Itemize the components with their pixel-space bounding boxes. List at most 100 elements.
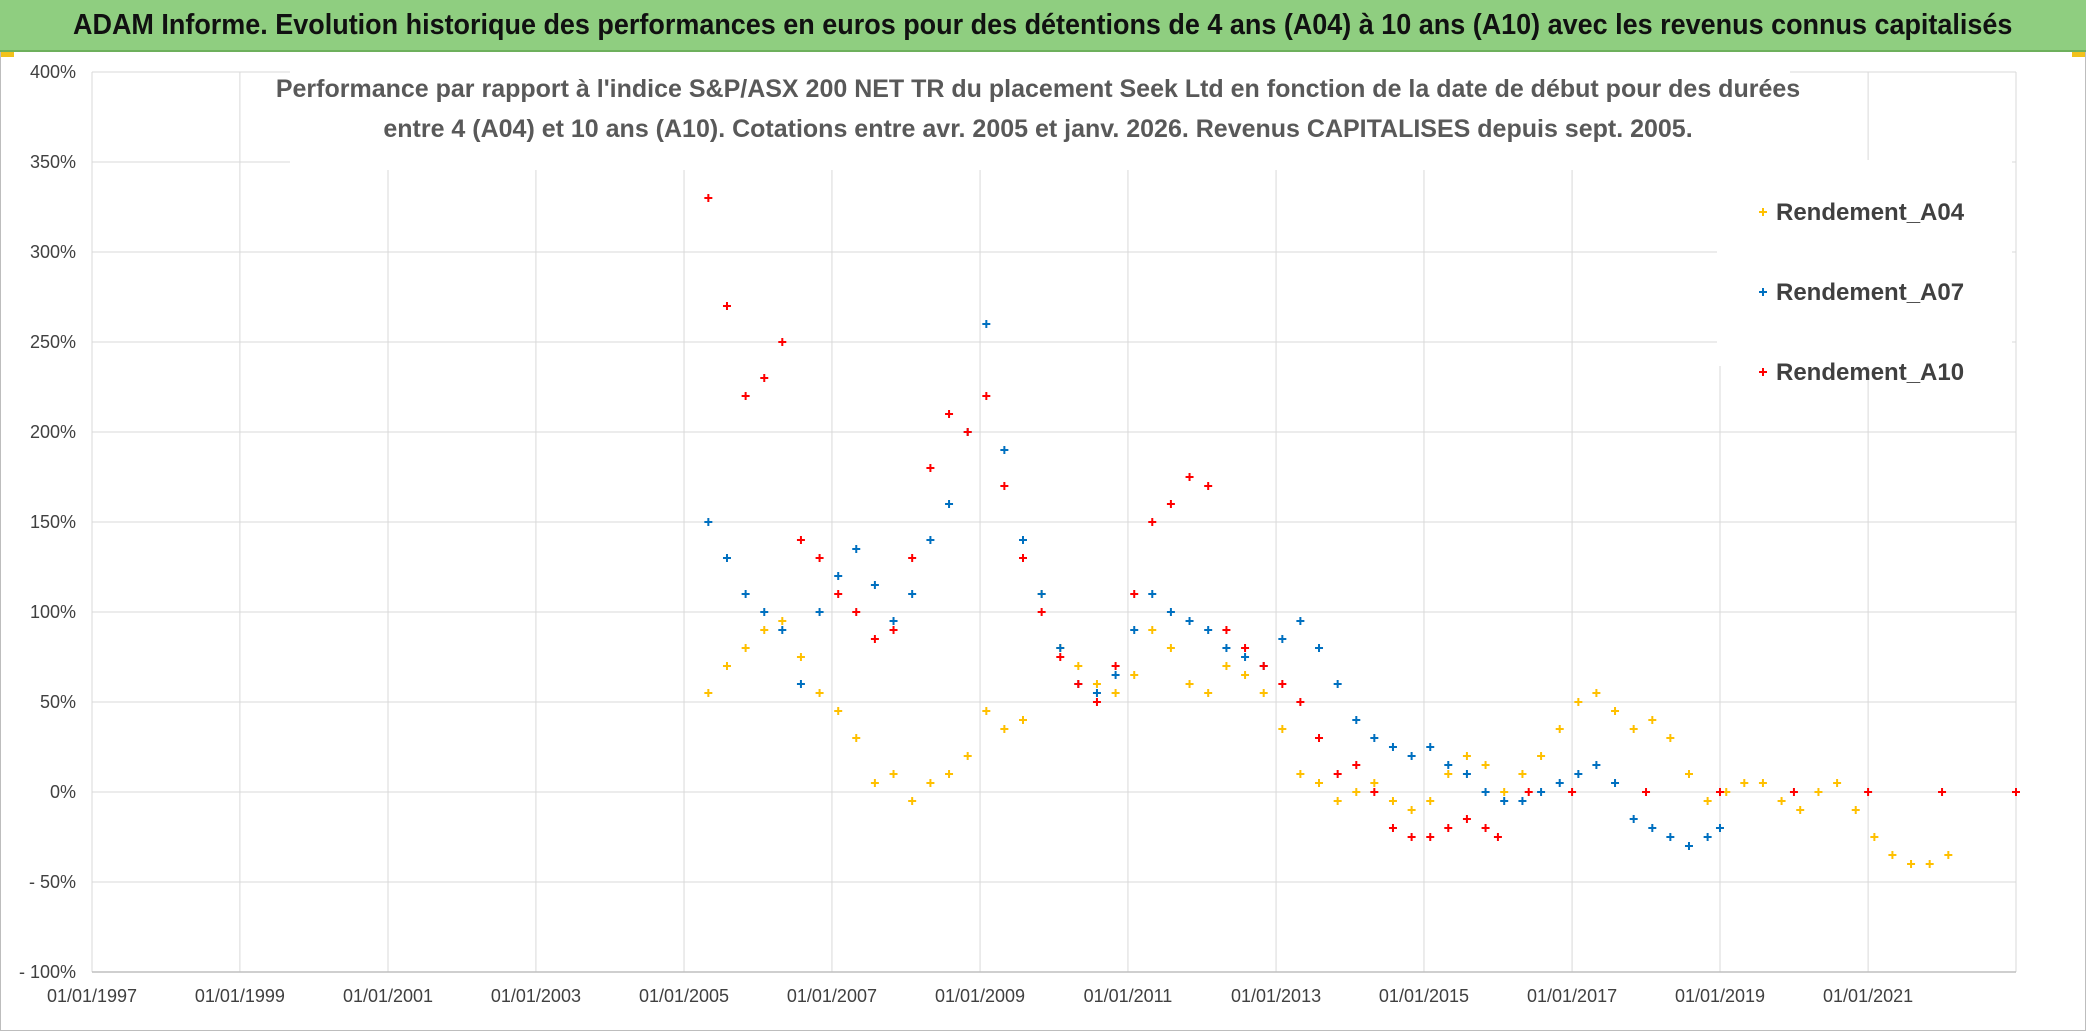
report-banner: ADAM Informe. Evolution historique des p…	[0, 0, 2086, 52]
data-point	[704, 689, 713, 697]
data-point	[1278, 680, 1287, 688]
data-point	[945, 500, 954, 508]
data-point	[1481, 824, 1490, 832]
data-point	[722, 662, 731, 670]
data-point	[1666, 734, 1675, 742]
data-point	[870, 635, 879, 643]
data-point	[1407, 833, 1416, 841]
data-point	[1037, 590, 1046, 598]
data-point	[1166, 500, 1175, 508]
data-point	[1241, 644, 1250, 652]
data-point	[1537, 788, 1546, 796]
data-point	[815, 689, 824, 697]
data-point	[1740, 779, 1749, 787]
data-point	[815, 608, 824, 616]
data-point	[1870, 833, 1879, 841]
x-tick-label: 01/01/2005	[639, 986, 729, 1006]
data-point	[1493, 833, 1502, 841]
data-point	[1352, 761, 1361, 769]
data-point	[1629, 725, 1638, 733]
data-point	[1592, 761, 1601, 769]
data-point	[1278, 635, 1287, 643]
legend-marker	[1759, 288, 1767, 296]
legend-label: Rendement_A10	[1776, 359, 1964, 386]
data-point	[1370, 734, 1379, 742]
data-point	[1278, 725, 1287, 733]
data-point	[1481, 788, 1490, 796]
data-point	[1148, 518, 1157, 526]
data-point	[1315, 734, 1324, 742]
data-point	[870, 581, 879, 589]
data-point	[1222, 644, 1231, 652]
data-point	[1426, 833, 1435, 841]
y-tick-label: 100%	[30, 602, 76, 622]
corner-accent-left	[0, 52, 14, 57]
data-point	[1462, 815, 1471, 823]
data-point	[1185, 680, 1194, 688]
y-tick-label: 250%	[30, 332, 76, 352]
chart-title-line-2: entre 4 (A04) et 10 ans (A10). Cotations…	[383, 115, 1692, 143]
data-point	[1388, 797, 1397, 805]
x-tick-label: 01/01/2013	[1231, 986, 1321, 1006]
data-point	[704, 194, 713, 202]
data-point	[1426, 743, 1435, 751]
legend-marker	[1759, 368, 1767, 376]
data-point	[852, 545, 861, 553]
data-point	[1666, 833, 1675, 841]
data-point	[1111, 662, 1120, 670]
data-point	[1111, 689, 1120, 697]
data-point	[778, 626, 787, 634]
data-point	[1925, 860, 1934, 868]
data-point	[1938, 788, 1947, 796]
data-point	[1315, 779, 1324, 787]
data-point	[722, 554, 731, 562]
data-point	[1204, 626, 1213, 634]
data-point	[1555, 725, 1564, 733]
data-point	[1333, 770, 1342, 778]
y-tick-label: - 50%	[29, 872, 76, 892]
data-point	[1611, 707, 1620, 715]
data-point	[1888, 851, 1897, 859]
data-point	[1019, 716, 1027, 724]
data-point	[1092, 698, 1101, 706]
data-point	[1426, 797, 1435, 805]
data-point	[1148, 590, 1157, 598]
data-point	[796, 680, 805, 688]
data-point	[1611, 779, 1620, 787]
data-point	[741, 644, 750, 652]
data-point	[1166, 608, 1175, 616]
data-point	[796, 653, 805, 661]
data-point	[1352, 788, 1361, 796]
data-point	[1500, 788, 1509, 796]
data-point	[1204, 689, 1213, 697]
data-point	[1241, 653, 1250, 661]
data-point	[1092, 689, 1101, 697]
data-point	[1111, 671, 1120, 679]
data-point	[760, 626, 769, 634]
data-point	[1684, 770, 1693, 778]
data-point	[1296, 698, 1305, 706]
x-tick-label: 01/01/2021	[1823, 986, 1913, 1006]
legend-box	[1717, 160, 2012, 366]
data-point	[1444, 770, 1453, 778]
data-point	[1703, 833, 1712, 841]
data-point	[1222, 662, 1231, 670]
data-point	[889, 617, 898, 625]
x-tick-label: 01/01/2017	[1527, 986, 1617, 1006]
data-point	[1056, 644, 1065, 652]
data-point	[1944, 851, 1953, 859]
data-point	[889, 770, 898, 778]
data-point	[1315, 644, 1324, 652]
axis-layer: 400% 350% 300% 250% 200% 150% 100% 50% 0% - 50% - …	[19, 62, 2016, 1006]
data-point	[1518, 797, 1527, 805]
y-tick-label: 400%	[30, 62, 76, 82]
data-point	[1833, 779, 1842, 787]
data-point	[1715, 788, 1724, 796]
data-point	[1130, 671, 1139, 679]
data-point	[1642, 788, 1651, 796]
data-point	[1574, 698, 1583, 706]
report-title: ADAM Informe. Evolution historique des p…	[73, 8, 2013, 41]
data-point	[1851, 806, 1860, 814]
data-point	[1130, 590, 1139, 598]
data-point	[963, 752, 972, 760]
